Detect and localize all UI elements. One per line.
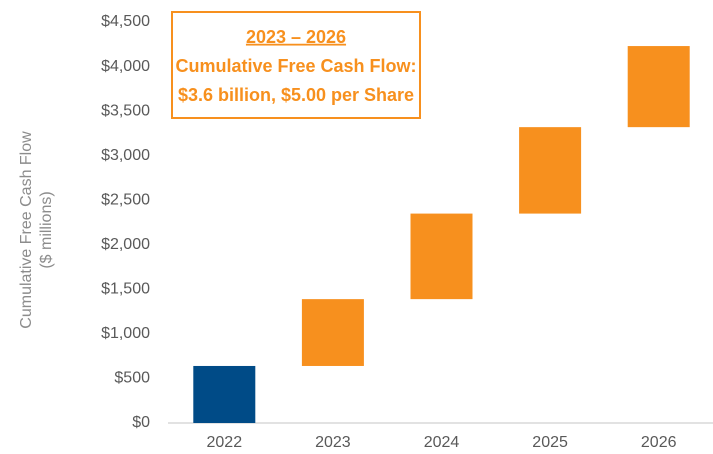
- y-tick-label: $2,000: [101, 236, 150, 253]
- x-tick-label: 2025: [532, 434, 568, 451]
- y-tick-label: $500: [114, 370, 150, 387]
- x-tick-label: 2022: [207, 434, 243, 451]
- y-tick-label: $4,000: [101, 58, 150, 75]
- bar: [519, 127, 582, 214]
- y-tick-label: $0: [132, 414, 150, 431]
- bar: [627, 46, 690, 128]
- y-tick-label: $1,500: [101, 281, 150, 298]
- annotation-box: [171, 11, 421, 119]
- y-axis-title: ($ millions): [38, 191, 55, 268]
- annotation: Cumulative Free Cash Flow:: [175, 56, 416, 76]
- bar: [193, 365, 256, 423]
- annotation: $3.6 billion, $5.00 per Share: [178, 85, 414, 105]
- y-axis-title: Cumulative Free Cash Flow: [18, 131, 35, 329]
- annotation: 2023 – 2026: [246, 27, 346, 47]
- y-tick-label: $3,500: [101, 102, 150, 119]
- bar: [301, 299, 364, 366]
- x-tick-label: 2024: [424, 434, 460, 451]
- bar: [410, 213, 473, 300]
- y-tick-label: $1,000: [101, 325, 150, 342]
- y-tick-label: $4,500: [101, 13, 150, 30]
- x-tick-label: 2023: [315, 434, 351, 451]
- y-tick-label: $2,500: [101, 191, 150, 208]
- x-tick-label: 2026: [641, 434, 677, 451]
- y-tick-label: $3,000: [101, 147, 150, 164]
